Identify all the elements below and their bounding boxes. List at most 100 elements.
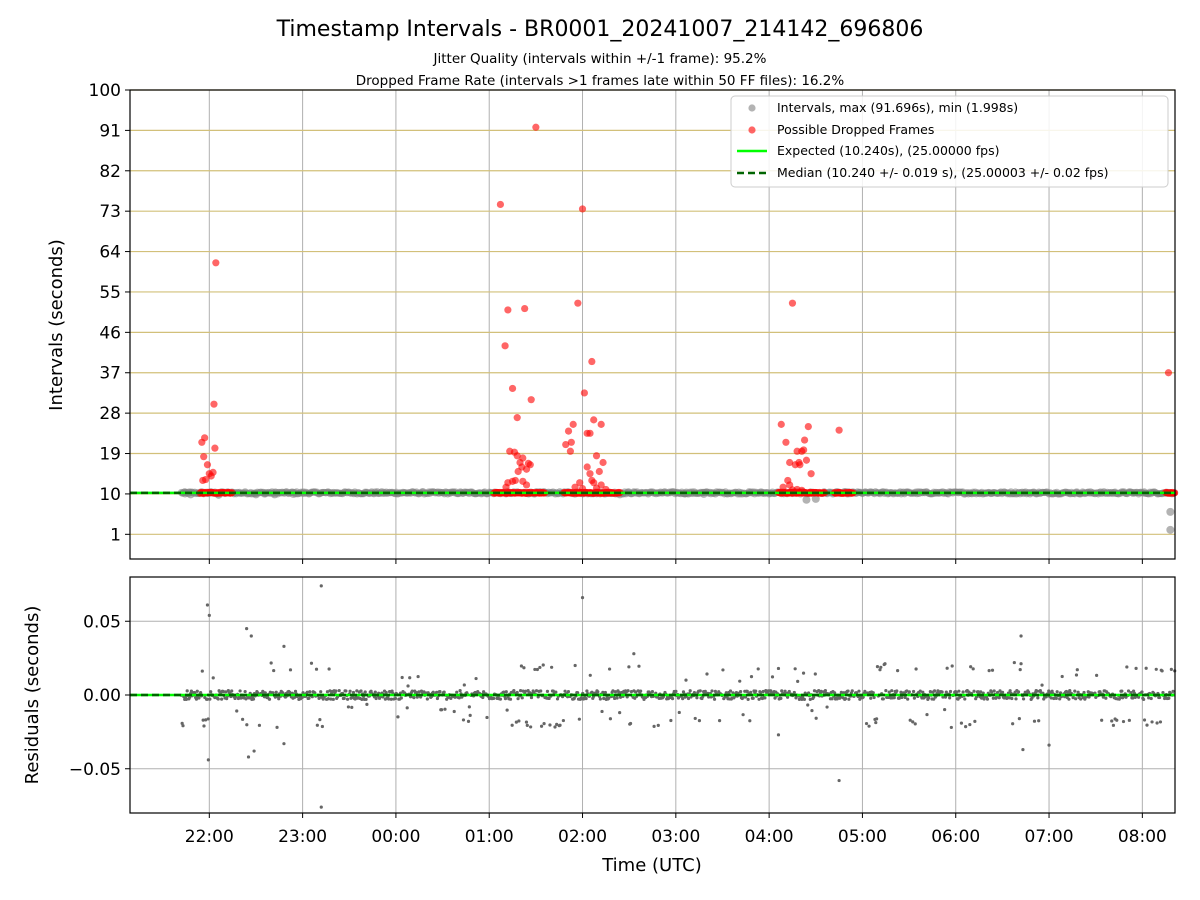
residuals-xtick-label: 03:00 [651,827,700,847]
residual-point [864,721,869,726]
residual-point [721,668,725,672]
dropped-frame-point [590,416,598,424]
residual-point [911,689,916,694]
residual-point [225,697,229,701]
residual-point [344,689,348,693]
residual-point [462,683,466,687]
residual-point [997,696,1001,700]
residual-point [243,689,247,694]
residual-point [943,707,947,712]
residual-point [1019,662,1023,666]
dropped-frame-point [779,483,787,491]
residual-point [1160,669,1164,673]
residual-point [572,696,576,700]
chart-subtitle-dropped: Dropped Frame Rate (intervals >1 frames … [356,73,845,89]
residual-point [1058,697,1062,701]
dropped-frame-point [513,452,521,460]
residuals-xtick-label: 02:00 [558,827,607,847]
dropped-frame-point [788,299,797,307]
residual-point [1068,689,1072,693]
residual-point [618,695,623,699]
dropped-frame-point [519,454,527,462]
residual-point [990,668,995,672]
residuals-panel: 0.05 0.00 −0.05 22:00 23:00 00:00 01:00 02:00 0… [22,576,1177,876]
residual-point [1036,696,1040,700]
residual-point [979,690,983,694]
intervals-ytick-label: 82 [99,162,121,182]
dropped-frame-point [571,483,579,491]
residual-point [442,690,446,694]
residual-point [235,709,239,713]
residual-point [928,690,932,694]
residual-point [787,689,791,694]
residual-point [188,695,192,699]
residual-point [252,749,256,753]
residual-point [184,697,188,701]
dropped-frame-point [564,427,573,435]
dropped-frame-point [504,306,512,314]
residual-point [534,689,539,693]
residual-point [282,742,286,746]
intervals-ytick-label: 19 [99,445,121,465]
residual-point [517,719,521,723]
residual-point [964,725,968,729]
residual-point [1021,747,1025,752]
residual-point [957,689,961,693]
intervals-ytick-label: 1 [110,525,121,545]
residual-point [224,690,228,694]
residual-point [313,691,317,695]
residual-point [971,667,975,671]
residual-point [195,689,199,693]
residual-point [950,664,954,668]
residual-point [656,723,660,727]
residual-point [786,695,790,699]
residual-point [547,696,551,701]
residual-point [731,691,735,695]
residual-point [697,719,702,723]
residuals-xtick-label: 07:00 [1025,827,1074,847]
interval-point [811,494,820,503]
residual-point [524,720,529,724]
residual-point [1076,690,1080,694]
residual-point [861,695,865,699]
residuals-xtick-label: 00:00 [371,827,420,847]
residual-point [710,689,714,693]
residual-point [414,691,419,695]
intervals-yticks: 1 10 19 28 37 46 55 64 73 82 91 100 [89,81,130,545]
residual-point [1016,690,1021,694]
residual-point [810,708,814,713]
residual-point [216,697,220,701]
residual-point [712,697,717,701]
residual-point [749,675,754,679]
residual-point [457,696,461,700]
residual-point [274,690,278,694]
residual-point [1075,668,1079,672]
intervals-ytick-label: 28 [99,404,121,424]
residuals-xtick-label: 06:00 [931,827,980,847]
residual-point [835,697,839,701]
residual-point [317,696,321,700]
dropped-frame-point [569,420,577,428]
residual-point [1110,719,1114,723]
residual-point [405,706,409,710]
residual-point [209,690,213,694]
chart-subtitle-jitter: Jitter Quality (intervals within +/-1 fr… [433,51,767,67]
residual-point [505,708,509,712]
legend-label-dropped: Possible Dropped Frames [777,122,934,137]
residual-point [819,689,823,693]
residual-point [650,689,655,694]
residual-point [1127,718,1131,722]
residual-point [293,689,298,693]
residual-point [351,690,356,695]
dropped-frame-point [532,123,540,131]
residual-point [533,667,537,672]
residual-point [681,697,685,701]
residual-point [1144,666,1148,670]
residual-point [757,697,761,701]
residual-point [563,689,567,693]
residual-point [741,713,745,717]
residual-point [756,667,760,671]
residual-point [850,689,854,693]
residual-point [598,697,602,701]
residuals-xtick-label: 08:00 [1118,827,1167,847]
